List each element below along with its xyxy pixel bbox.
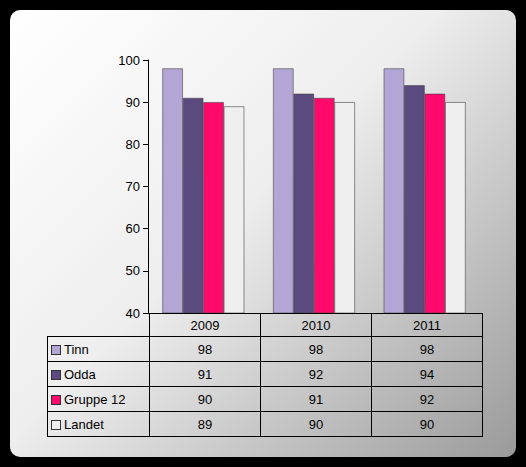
html-text:90: 90 (308, 416, 324, 432)
html-text:2010: 2010 (301, 317, 331, 333)
html-text:2009: 2009 (190, 317, 220, 333)
svg-text:70: 70 (126, 179, 140, 194)
html-text:92: 92 (419, 391, 435, 407)
html-text:91: 91 (197, 366, 213, 382)
svg-text:50: 50 (126, 263, 140, 278)
svg-text:90: 90 (126, 95, 140, 110)
html-text:90: 90 (197, 391, 213, 407)
svg-text:80: 80 (126, 137, 140, 152)
html-text:91: 91 (308, 391, 324, 407)
html-text:98: 98 (308, 341, 324, 357)
html-text:Tinn: Tinn (64, 341, 89, 357)
html-text:92: 92 (308, 366, 324, 382)
svg-text:100: 100 (118, 53, 140, 68)
html-text:98: 98 (197, 341, 213, 357)
html-text:Landet: Landet (64, 416, 104, 432)
html-text:90: 90 (419, 416, 435, 432)
html-text:98: 98 (419, 341, 435, 357)
html-text:89: 89 (197, 416, 213, 432)
html-text:94: 94 (419, 366, 435, 382)
html-text:Odda: Odda (64, 366, 96, 382)
html-text:2011: 2011 (413, 317, 441, 333)
svg-text:60: 60 (126, 221, 140, 236)
svg-text:40: 40 (125, 305, 140, 321)
html-text:Gruppe 12: Gruppe 12 (64, 391, 126, 407)
